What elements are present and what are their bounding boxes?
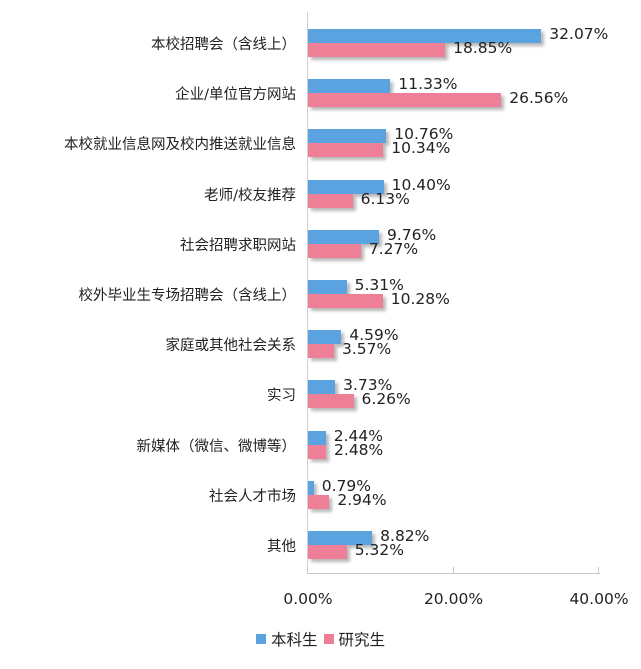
bar-graduate [308,294,383,308]
data-label: 5.31% [354,276,404,294]
category-label: 其他 [267,539,296,555]
data-label: 10.28% [390,290,450,308]
x-tick-label: 40.00% [569,590,629,608]
x-tick-label: 20.00% [423,590,484,608]
category-label: 社会招聘求职网站 [180,237,296,254]
legend-label: 研究生 [338,631,386,649]
category-label: 老师/校友推荐 [204,187,296,204]
data-label: 2.48% [334,440,384,459]
bar-graduate [308,143,384,158]
bar-graduate [308,43,446,57]
legend-item-graduate: 研究生 [323,628,386,650]
y-axis-line [307,12,308,574]
data-label: 10.34% [391,139,451,158]
data-label: 6.13% [360,189,410,208]
data-label: 0.79% [321,476,371,495]
data-label: 2.44% [333,426,383,445]
x-tick-mark [453,567,454,573]
data-label: 26.56% [509,89,569,108]
category-label: 社会人才市场 [209,488,296,505]
category-label: 本校就业信息网及校内推送就业信息 [64,137,296,154]
data-label: 32.07% [549,25,609,43]
data-label: 10.40% [391,175,451,194]
bar-undergraduate [308,380,336,395]
legend-label: 本科生 [270,631,318,649]
bar-graduate [308,444,327,459]
bar-undergraduate [308,29,542,43]
bar-undergraduate [308,330,342,345]
bar-undergraduate [308,280,347,294]
category-label: 实习 [267,388,296,405]
data-label: 2.94% [337,490,387,509]
bar-undergraduate [308,430,326,445]
bar-undergraduate [308,531,373,545]
bar-graduate [308,494,330,509]
x-tick-mark [307,567,308,573]
bar-undergraduate [308,480,314,495]
bar-graduate [308,93,502,108]
data-label: 3.57% [341,340,392,359]
bar-undergraduate [308,129,387,144]
bar-undergraduate [308,79,391,94]
bar-graduate [308,545,347,559]
category-label: 本校招聘会（含线上） [151,37,296,53]
x-tick-label: 0.00% [283,590,333,608]
category-label: 校外毕业生专场招聘会（含线上） [78,288,297,304]
legend-item-undergraduate: 本科生 [255,628,318,650]
category-label: 企业/单位官方网站 [175,87,296,104]
legend: 本科生 研究生 [0,628,641,650]
data-label: 5.32% [354,541,404,559]
data-label: 11.33% [398,75,458,94]
x-axis-line [307,573,600,574]
legend-swatch-icon [323,634,334,644]
category-label: 新媒体（微信、微博等） [136,438,297,455]
data-label: 9.76% [387,225,437,244]
legend-swatch-icon [255,634,266,644]
category-label: 家庭或其他社会关系 [165,338,297,355]
bar-graduate [308,394,354,409]
bar-graduate [308,344,334,359]
bar-undergraduate [308,229,379,244]
bar-graduate [308,243,361,258]
data-label: 3.73% [343,376,393,395]
bar-graduate [308,193,353,208]
x-tick-mark [598,567,599,573]
data-label: 6.26% [361,390,411,409]
data-label: 18.85% [453,39,513,57]
bar-undergraduate [308,179,384,194]
data-label: 4.59% [349,326,399,345]
data-label: 7.27% [368,239,419,258]
data-label: 8.82% [380,527,430,545]
data-label: 10.76% [394,125,454,144]
